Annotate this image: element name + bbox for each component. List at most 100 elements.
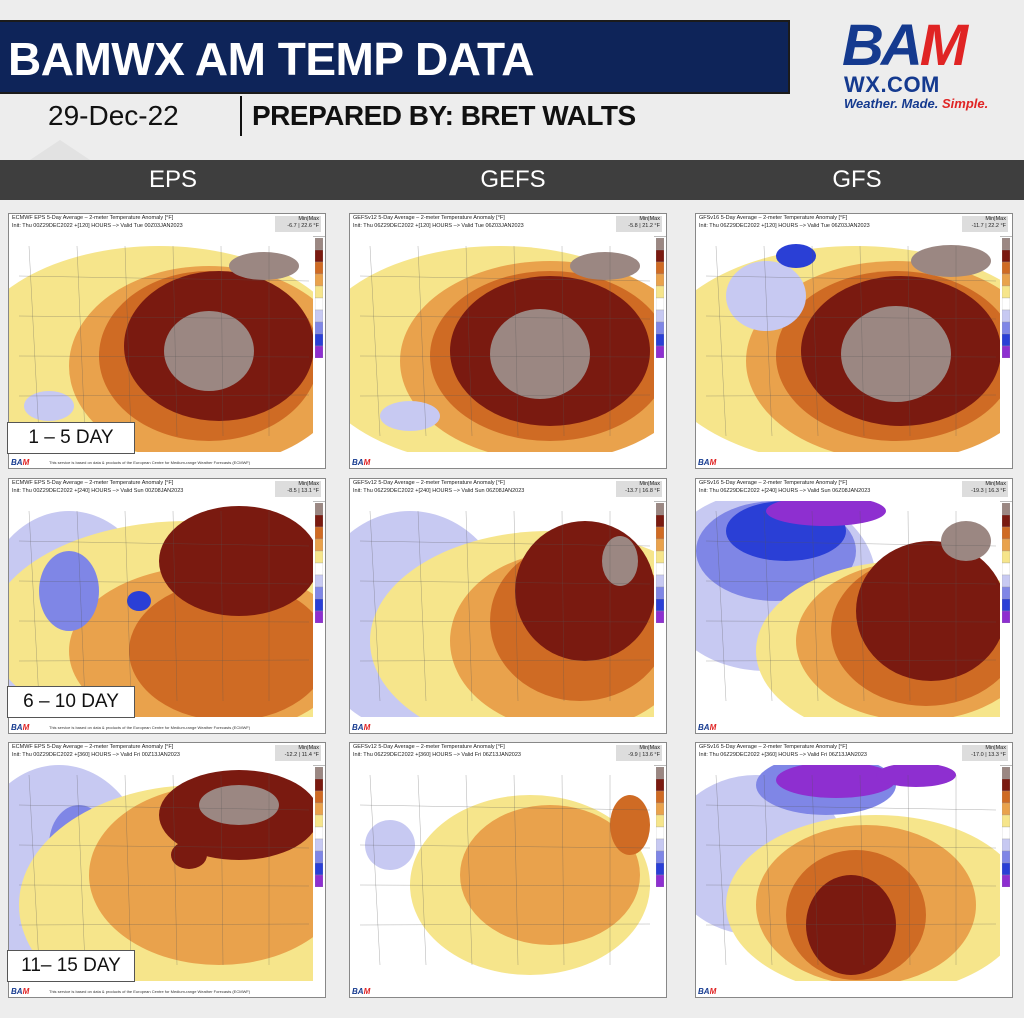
minmax-value: -8.5 | 13.1 °F xyxy=(287,488,319,494)
legend-swatch xyxy=(315,574,323,588)
row-label-1-5: 1 – 5 DAY xyxy=(7,422,135,454)
panel-title: GEFSv12 5-Day Average – 2-meter Temperat… xyxy=(353,480,505,486)
footer-attribution: This service is based on data & products… xyxy=(49,989,251,994)
legend-swatch xyxy=(315,345,323,358)
column-header-gefs: GEFS xyxy=(480,166,546,193)
panel-valid-time: Init: Thu 00Z29DEC2022 +[360] HOURS –> V… xyxy=(12,752,180,758)
state-border xyxy=(18,659,310,662)
legend-swatch xyxy=(1002,297,1010,311)
minmax-box: Min|Max -13.7 | 16.8 °F xyxy=(616,481,662,497)
state-border xyxy=(172,510,178,702)
legend-swatch xyxy=(315,273,323,287)
state-border xyxy=(561,774,565,966)
legend-swatch xyxy=(656,526,664,540)
legend-swatch xyxy=(656,261,664,275)
state-border xyxy=(359,923,651,926)
column-header-bar: EPS GEFS GFS xyxy=(0,160,1024,200)
anomaly-region xyxy=(841,306,951,402)
state-border xyxy=(907,510,911,702)
state-border xyxy=(907,245,911,437)
legend-swatch xyxy=(315,790,323,804)
panel-valid-time: Init: Thu 06Z29DEC2022 +[240] HOURS –> V… xyxy=(699,488,871,494)
legend-swatch xyxy=(1002,285,1010,299)
legend-swatch xyxy=(656,503,664,516)
color-legend xyxy=(315,767,323,887)
state-border xyxy=(859,510,865,702)
minmax-value: -11.7 | 22.2 °F xyxy=(971,223,1006,229)
legend-swatch xyxy=(315,802,323,816)
legend-swatch xyxy=(1002,321,1010,335)
state-border xyxy=(705,580,997,585)
panel-valid-time: Init: Thu 00Z29DEC2022 +[240] HOURS –> V… xyxy=(12,488,184,494)
column-header-eps: EPS xyxy=(148,166,198,193)
legend-swatch xyxy=(1002,814,1010,828)
state-border xyxy=(76,245,86,437)
panel-title: GFSv16 5-Day Average – 2-meter Temperatu… xyxy=(699,480,848,486)
state-border xyxy=(763,245,773,437)
footer-logo: BAM xyxy=(11,987,30,996)
temperature-anomaly-map xyxy=(9,765,313,983)
map-panel-gfs-1-5: GFSv16 5-Day Average – 2-meter Temperatu… xyxy=(695,213,1013,469)
legend-swatch xyxy=(315,562,323,576)
panel-title: GFSv16 5-Day Average – 2-meter Temperatu… xyxy=(699,215,848,221)
legend-swatch xyxy=(656,249,664,263)
temperature-anomaly-map xyxy=(350,765,654,983)
state-border xyxy=(18,394,310,397)
minmax-label: Min|Max xyxy=(985,216,1006,222)
legend-swatch xyxy=(656,538,664,552)
legend-swatch xyxy=(1002,826,1010,840)
anomaly-region xyxy=(490,309,590,399)
legend-swatch xyxy=(315,874,323,887)
minmax-label: Min|Max xyxy=(985,745,1006,751)
panel-header: GEFSv12 5-Day Average – 2-meter Temperat… xyxy=(350,214,666,237)
panel-header: GEFSv12 5-Day Average – 2-meter Temperat… xyxy=(350,743,666,766)
footer-logo: BAM xyxy=(698,723,717,732)
state-border xyxy=(18,540,310,547)
state-border xyxy=(359,355,651,358)
anomaly-region xyxy=(941,521,991,561)
legend-swatch xyxy=(1002,238,1010,251)
minmax-box: Min|Max -9.9 | 13.6 °F xyxy=(616,745,662,761)
state-border xyxy=(705,540,997,547)
minmax-box: Min|Max -8.5 | 13.1 °F xyxy=(275,481,321,497)
state-border xyxy=(172,245,178,437)
state-border xyxy=(705,275,997,282)
state-border xyxy=(715,774,727,966)
state-border xyxy=(359,580,651,585)
anomaly-region xyxy=(515,521,654,661)
state-border xyxy=(359,315,651,320)
state-border xyxy=(359,884,651,887)
temperature-anomaly-map xyxy=(9,501,313,719)
map-panel-gefs-11-15: GEFSv12 5-Day Average – 2-meter Temperat… xyxy=(349,742,667,998)
panel-header: ECMWF EPS 5-Day Average – 2-meter Temper… xyxy=(9,214,325,237)
anomaly-region xyxy=(159,506,313,616)
state-border xyxy=(705,804,997,811)
anomaly-region xyxy=(199,785,279,825)
legend-swatch xyxy=(656,814,664,828)
state-border xyxy=(513,245,519,437)
state-border xyxy=(513,774,519,966)
state-border xyxy=(417,510,427,702)
panel-title: GFSv16 5-Day Average – 2-meter Temperatu… xyxy=(699,744,848,750)
panel-footer: BAM This service is based on data & produ… xyxy=(9,981,325,997)
state-border xyxy=(369,245,381,437)
legend-swatch xyxy=(656,598,664,612)
legend-swatch xyxy=(315,249,323,263)
map-panel-gfs-11-15: GFSv16 5-Day Average – 2-meter Temperatu… xyxy=(695,742,1013,998)
state-border xyxy=(705,884,997,887)
legend-swatch xyxy=(656,321,664,335)
minmax-value: -5.8 | 21.2 °F xyxy=(628,223,660,229)
title-banner: BAMWX AM TEMP DATA xyxy=(0,20,790,94)
minmax-value: -13.7 | 16.8 °F xyxy=(625,488,660,494)
state-border xyxy=(172,774,178,966)
temperature-anomaly-map xyxy=(9,236,313,454)
footer-logo: BAM xyxy=(352,987,371,996)
legend-swatch xyxy=(656,610,664,623)
state-border xyxy=(28,774,40,966)
state-border xyxy=(705,844,997,849)
legend-swatch xyxy=(315,261,323,275)
legend-swatch xyxy=(656,790,664,804)
state-border xyxy=(359,620,651,623)
state-border xyxy=(18,355,310,358)
map-panel-eps-1-5: ECMWF EPS 5-Day Average – 2-meter Temper… xyxy=(8,213,326,469)
